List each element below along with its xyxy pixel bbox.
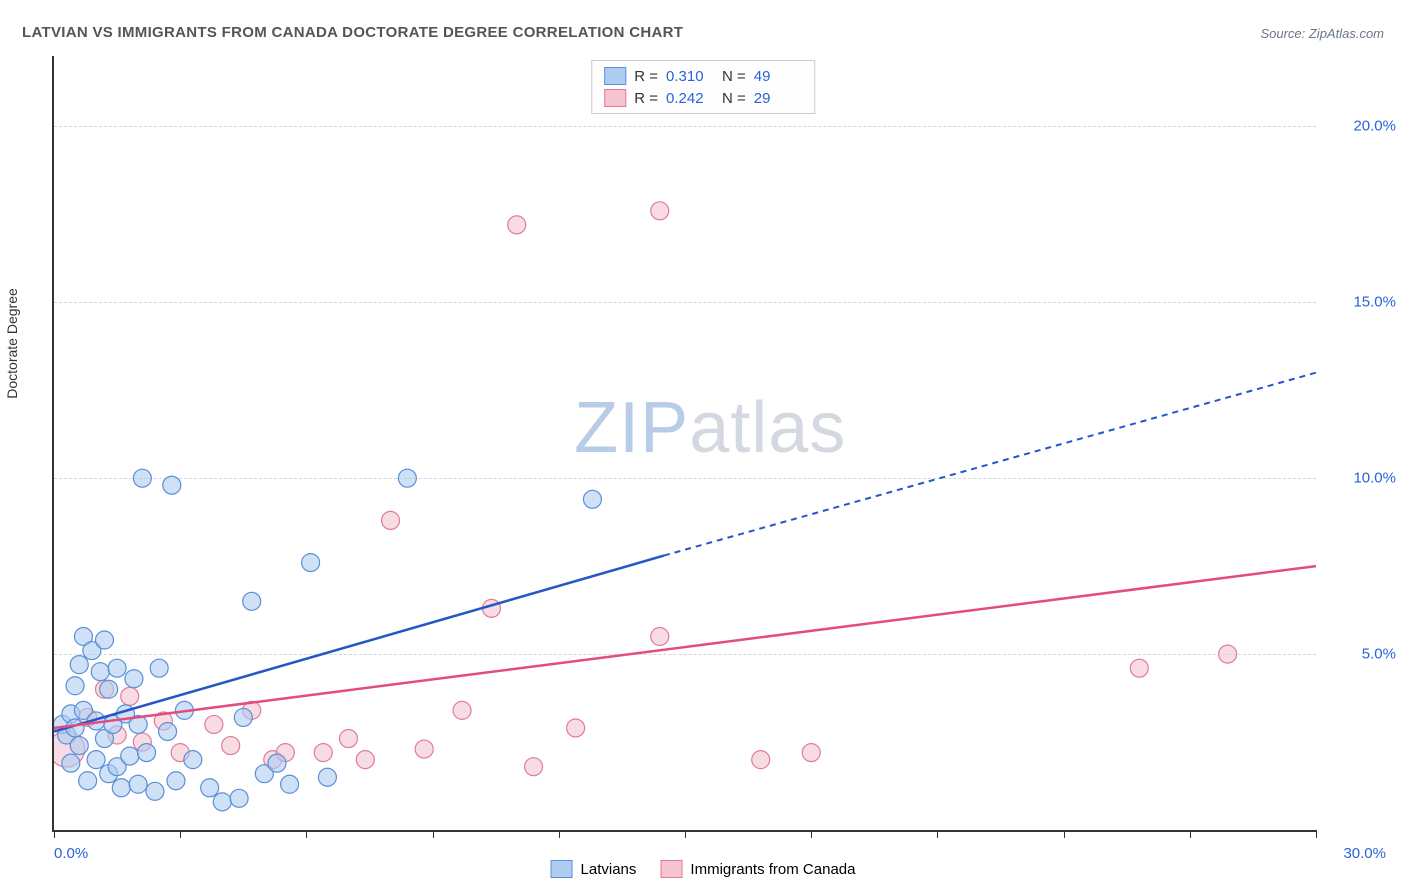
scatter-point-latvians: [138, 744, 156, 762]
scatter-point-latvians: [70, 656, 88, 674]
scatter-point-latvians: [125, 670, 143, 688]
correlation-chart: LATVIAN VS IMMIGRANTS FROM CANADA DOCTOR…: [0, 0, 1406, 892]
trend-line-latvians: [54, 556, 664, 732]
scatter-point-latvians: [583, 490, 601, 508]
scatter-point-immigrants_canada: [525, 758, 543, 776]
scatter-point-latvians: [234, 708, 252, 726]
scatter-point-immigrants_canada: [453, 701, 471, 719]
y-tick-label: 15.0%: [1326, 294, 1396, 311]
scatter-point-latvians: [243, 592, 261, 610]
trend-line-immigrants_canada: [54, 566, 1316, 728]
x-tick-label-left: 0.0%: [54, 845, 88, 862]
scatter-point-immigrants_canada: [508, 216, 526, 234]
scatter-point-latvians: [146, 782, 164, 800]
stat-n-canada: 29: [754, 90, 802, 107]
scatter-point-latvians: [112, 779, 130, 797]
scatter-point-latvians: [302, 554, 320, 572]
stat-n-label: N =: [722, 90, 746, 107]
stat-r-label: R =: [634, 90, 658, 107]
scatter-point-latvians: [66, 677, 84, 695]
source-attribution: Source: ZipAtlas.com: [1260, 26, 1384, 41]
scatter-point-immigrants_canada: [205, 715, 223, 733]
scatter-point-latvians: [213, 793, 231, 811]
scatter-point-latvians: [184, 751, 202, 769]
scatter-point-immigrants_canada: [382, 511, 400, 529]
stat-r-latvians: 0.310: [666, 68, 714, 85]
scatter-point-latvians: [95, 631, 113, 649]
y-tick-label: 5.0%: [1326, 646, 1396, 663]
scatter-point-latvians: [70, 737, 88, 755]
chart-title: LATVIAN VS IMMIGRANTS FROM CANADA DOCTOR…: [22, 24, 683, 41]
scatter-point-immigrants_canada: [415, 740, 433, 758]
legend-swatch-canada: [604, 89, 626, 107]
scatter-point-immigrants_canada: [121, 687, 139, 705]
legend-stats-row-canada: R = 0.242 N = 29: [604, 87, 802, 109]
legend-swatch-latvians: [551, 860, 573, 878]
scatter-point-immigrants_canada: [802, 744, 820, 762]
trend-line-dashed-latvians: [664, 373, 1316, 556]
scatter-point-latvians: [108, 659, 126, 677]
legend-stats-row-latvians: R = 0.310 N = 49: [604, 65, 802, 87]
legend-swatch-latvians: [604, 67, 626, 85]
scatter-point-immigrants_canada: [651, 202, 669, 220]
scatter-point-latvians: [79, 772, 97, 790]
legend-label-latvians: Latvians: [581, 861, 637, 878]
y-axis-label: Doctorate Degree: [4, 288, 20, 399]
legend-series: Latvians Immigrants from Canada: [551, 860, 856, 878]
stat-n-label: N =: [722, 68, 746, 85]
legend-label-canada: Immigrants from Canada: [690, 861, 855, 878]
stat-r-label: R =: [634, 68, 658, 85]
scatter-point-immigrants_canada: [651, 628, 669, 646]
legend-item-latvians: Latvians: [551, 860, 637, 878]
scatter-point-immigrants_canada: [1130, 659, 1148, 677]
legend-stats: R = 0.310 N = 49 R = 0.242 N = 29: [591, 60, 815, 114]
y-tick-label: 20.0%: [1326, 118, 1396, 135]
x-tick-label-right: 30.0%: [1343, 845, 1386, 862]
scatter-point-immigrants_canada: [222, 737, 240, 755]
plot-area: ZIPatlas 5.0%10.0%15.0%20.0%0.0%30.0%: [52, 56, 1316, 832]
scatter-point-immigrants_canada: [314, 744, 332, 762]
scatter-point-latvians: [159, 722, 177, 740]
scatter-point-latvians: [230, 789, 248, 807]
scatter-point-latvians: [100, 680, 118, 698]
legend-item-canada: Immigrants from Canada: [660, 860, 855, 878]
scatter-point-immigrants_canada: [339, 730, 357, 748]
scatter-point-latvians: [62, 754, 80, 772]
scatter-point-latvians: [167, 772, 185, 790]
scatter-point-latvians: [87, 751, 105, 769]
scatter-point-latvians: [201, 779, 219, 797]
scatter-point-immigrants_canada: [356, 751, 374, 769]
plot-svg: [54, 56, 1316, 830]
scatter-point-latvians: [129, 775, 147, 793]
scatter-point-immigrants_canada: [1219, 645, 1237, 663]
scatter-point-latvians: [398, 469, 416, 487]
scatter-point-immigrants_canada: [567, 719, 585, 737]
scatter-point-latvians: [121, 747, 139, 765]
scatter-point-latvians: [163, 476, 181, 494]
y-tick-label: 10.0%: [1326, 470, 1396, 487]
scatter-point-latvians: [318, 768, 336, 786]
scatter-point-latvians: [281, 775, 299, 793]
stat-n-latvians: 49: [754, 68, 802, 85]
scatter-point-latvians: [150, 659, 168, 677]
stat-r-canada: 0.242: [666, 90, 714, 107]
scatter-point-latvians: [91, 663, 109, 681]
scatter-point-latvians: [133, 469, 151, 487]
scatter-point-latvians: [268, 754, 286, 772]
scatter-point-immigrants_canada: [752, 751, 770, 769]
legend-swatch-canada: [660, 860, 682, 878]
